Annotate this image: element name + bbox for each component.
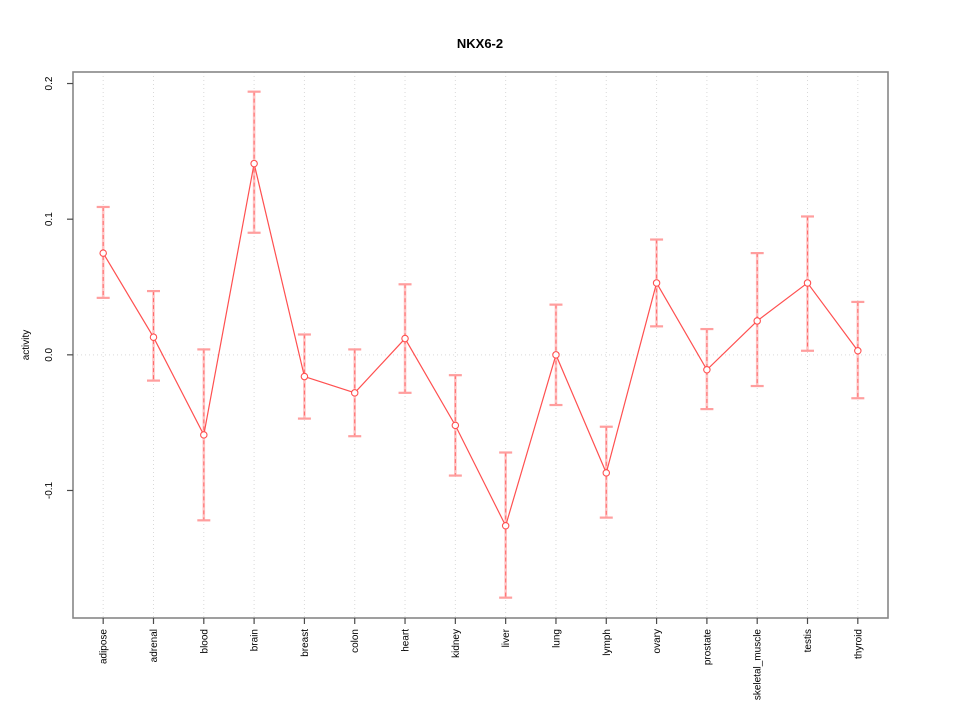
x-category-label: brain (250, 629, 261, 651)
x-category-label: adrenal (149, 629, 160, 662)
x-category-label: lymph (602, 629, 613, 656)
x-category-label: lung (551, 629, 562, 648)
x-category-label: testis (803, 629, 814, 652)
data-point-marker (250, 159, 258, 168)
data-point-marker (602, 469, 611, 477)
data-point-marker (401, 334, 409, 343)
data-point-marker (652, 279, 661, 287)
x-category-label: adipose (99, 629, 110, 664)
series-line (102, 163, 859, 528)
y-axis-title: activity (21, 330, 32, 361)
x-category-label: kidney (451, 629, 462, 658)
chart-title: NKX6-2 (456, 36, 504, 51)
x-category-label: skeletal_muscle (753, 629, 764, 701)
x-category-label: thyroid (853, 629, 864, 659)
x-category-label: prostate (702, 629, 713, 666)
x-category-label: blood (199, 629, 210, 653)
data-point-marker (200, 431, 208, 439)
data-point-marker (854, 347, 862, 355)
x-category-label: ovary (652, 629, 663, 653)
data-point-marker (149, 333, 158, 341)
data-point-marker (552, 351, 560, 359)
x-category-label: liver (501, 628, 512, 647)
x-category-label: breast (300, 629, 311, 657)
data-point-marker (501, 522, 510, 530)
y-tick-label: 0.0 (44, 347, 55, 361)
y-tick-label: -0.1 (44, 481, 55, 499)
x-category-label: heart (401, 629, 412, 652)
y-tick-label: 0.2 (44, 76, 55, 90)
y-tick-label: 0.1 (44, 212, 55, 226)
data-point-marker (300, 372, 309, 381)
x-category-label: colon (350, 629, 361, 653)
data-point-marker (451, 421, 460, 430)
data-point-marker (753, 317, 761, 325)
data-point-marker (803, 279, 812, 287)
data-point-marker (99, 249, 107, 257)
plot-border (72, 71, 889, 619)
data-point-marker (350, 389, 359, 397)
data-point-marker (703, 366, 711, 374)
